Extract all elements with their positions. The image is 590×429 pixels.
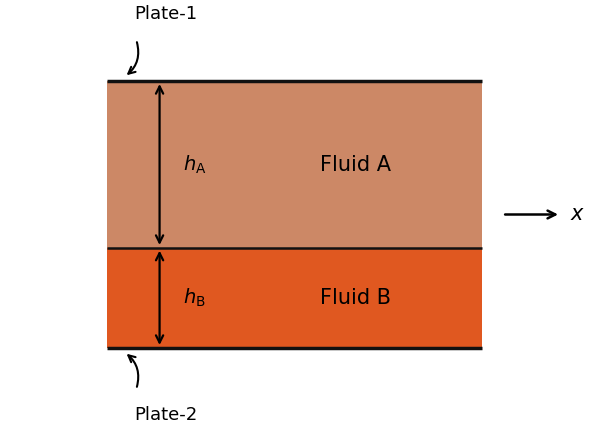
Bar (107, 81, 482, 248)
Text: Fluid B: Fluid B (320, 288, 391, 308)
Text: Fluid A: Fluid A (320, 154, 391, 175)
Text: Plate-2: Plate-2 (134, 406, 197, 424)
Text: $x$: $x$ (570, 205, 585, 224)
Text: $h_{\mathrm{B}}$: $h_{\mathrm{B}}$ (183, 287, 206, 309)
Text: Plate-1: Plate-1 (134, 5, 197, 23)
Text: $h_{\mathrm{A}}$: $h_{\mathrm{A}}$ (183, 153, 206, 175)
Bar (107, 248, 482, 348)
